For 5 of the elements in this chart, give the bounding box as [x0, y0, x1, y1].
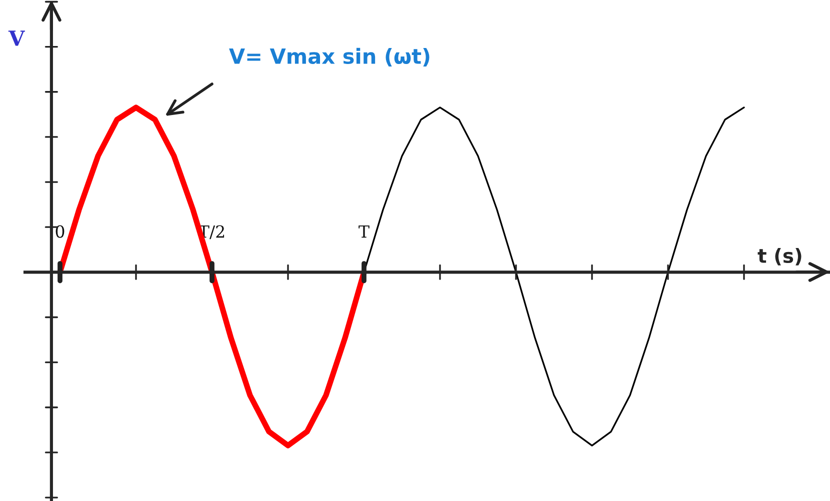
text: V= Vmax sin (ωt) [229, 48, 430, 66]
x-axis-title: t (s) [758, 248, 802, 266]
x-tick-label: 0 [56, 225, 64, 238]
x-tick-label: T [358, 225, 370, 238]
y-axis-title: V [8, 30, 25, 46]
